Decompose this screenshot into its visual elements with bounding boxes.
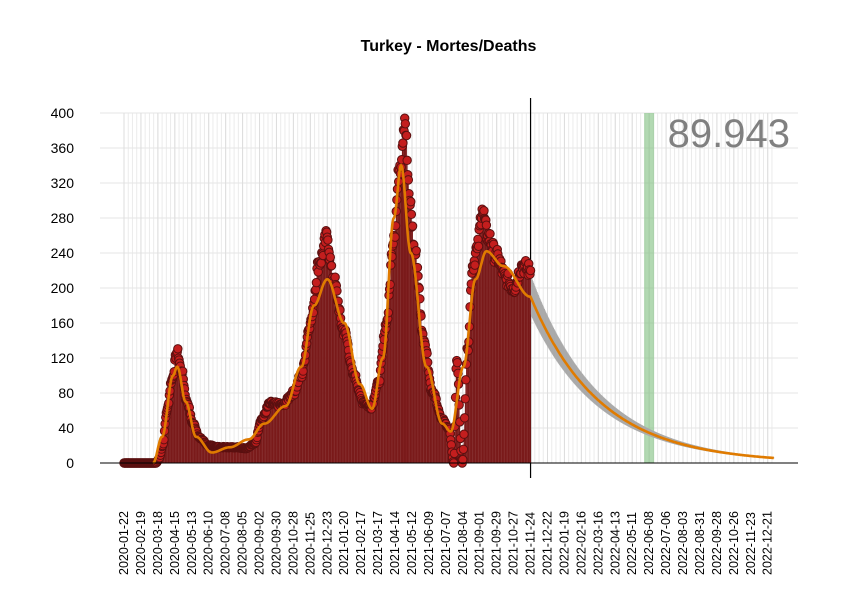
data-point: [460, 394, 470, 404]
data-point: [411, 246, 421, 256]
x-tick-label: 2020-01-22: [117, 511, 131, 575]
x-tick-label: 2021-10-27: [507, 511, 521, 575]
x-tick-label: 2020-06-10: [202, 511, 216, 575]
x-tick-label: 2021-09-29: [490, 511, 504, 575]
y-tick-label: 200: [51, 280, 75, 296]
x-tick-label: 2022-10-26: [727, 511, 741, 575]
y-tick-label: 80: [58, 385, 74, 401]
stem-layer: [156, 118, 531, 463]
x-tick-label: 2020-10-28: [286, 511, 300, 575]
x-tick-label: 2020-09-30: [269, 511, 283, 575]
x-tick-label: 2022-02-16: [574, 511, 588, 575]
data-point: [401, 130, 412, 141]
x-tick-label: 2021-07-07: [439, 511, 453, 575]
data-point: [481, 220, 492, 230]
data-point: [461, 375, 471, 385]
data-point: [479, 205, 489, 216]
data-point: [525, 265, 536, 276]
x-tick-label: 2020-11-25: [303, 512, 317, 575]
data-point: [473, 241, 484, 252]
x-tick-label: 2022-05-11: [625, 512, 639, 575]
x-tick-label: 2022-08-31: [693, 511, 707, 575]
x-tick-label: 2020-09-02: [253, 511, 267, 575]
data-point: [325, 252, 336, 262]
x-tick-label: 2021-11-24: [524, 512, 538, 575]
data-point: [458, 444, 469, 455]
data-point: [452, 357, 463, 368]
x-tick-label: 2020-03-18: [151, 511, 165, 575]
x-tick-label: 2021-12-22: [541, 511, 555, 575]
x-tick-label: 2022-06-08: [642, 511, 656, 575]
y-tick-label: 40: [58, 420, 74, 436]
data-point: [470, 260, 480, 270]
data-point: [407, 221, 418, 231]
x-tick-label: 2021-02-17: [354, 511, 368, 575]
x-tick-label: 2020-07-08: [219, 511, 233, 575]
data-point: [173, 344, 183, 354]
y-tick-label: 360: [51, 140, 75, 156]
x-tick-label: 2021-03-17: [371, 511, 385, 575]
x-tick-label: 2022-07-06: [659, 511, 673, 575]
x-tick-label: 2021-01-20: [337, 511, 351, 575]
data-point: [311, 277, 322, 288]
grid-layer: [100, 112, 798, 464]
data-point: [402, 155, 412, 166]
x-tick-label: 2021-08-04: [456, 511, 470, 575]
x-tick-label: 2020-05-13: [185, 511, 199, 575]
total-deaths-label: 89.943: [668, 112, 790, 156]
data-point: [403, 175, 414, 185]
data-point: [458, 454, 468, 465]
data-point: [326, 261, 337, 271]
chart-title: Turkey - Mortes/Deaths: [360, 38, 537, 55]
y-tick-label: 120: [51, 350, 75, 366]
trend-line-layer: [152, 163, 775, 465]
x-tick-label: 2022-11-23: [744, 512, 758, 575]
x-tick-label: 2022-09-28: [710, 511, 724, 575]
x-tick-label: 2020-08-05: [236, 511, 250, 575]
data-point: [459, 429, 469, 439]
y-tick-label: 0: [66, 455, 74, 471]
x-tick-label: 2021-04-14: [388, 511, 402, 575]
y-tick-label: 320: [51, 175, 75, 191]
trend-line: [152, 163, 775, 465]
x-tick-label: 2022-08-03: [676, 511, 690, 575]
y-tick-label: 160: [51, 315, 75, 331]
data-point: [323, 235, 333, 245]
y-tick-label: 240: [51, 245, 75, 261]
data-point: [400, 119, 411, 129]
x-tick-label: 2021-05-12: [405, 511, 419, 575]
data-point: [406, 197, 416, 207]
projection-highlight-bar: [644, 113, 655, 463]
x-tick-label: 2021-06-09: [422, 511, 436, 575]
x-tick-label: 2020-12-23: [320, 511, 334, 575]
x-tick-label: 2022-12-21: [761, 511, 775, 575]
x-tick-label: 2020-02-19: [134, 511, 148, 575]
data-point: [485, 229, 495, 239]
x-tick-label: 2022-04-13: [608, 511, 622, 575]
x-tick-label: 2022-01-19: [557, 511, 571, 575]
data-point: [406, 209, 417, 220]
x-tick-label: 2022-03-16: [591, 511, 605, 575]
y-tick-label: 400: [51, 105, 75, 121]
y-tick-label: 280: [51, 210, 75, 226]
x-tick-label: 2020-04-15: [168, 511, 182, 575]
data-point: [459, 413, 470, 423]
x-tick-label: 2021-09-01: [473, 511, 487, 575]
